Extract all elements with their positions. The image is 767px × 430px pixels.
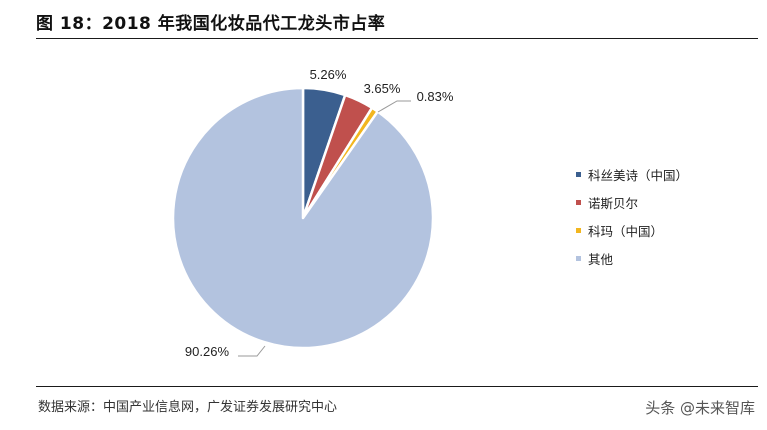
data-label: 3.65% xyxy=(364,81,401,96)
title-divider xyxy=(36,38,758,39)
legend-swatch xyxy=(576,228,581,233)
data-label: 90.26% xyxy=(185,344,230,359)
legend-swatch xyxy=(576,172,581,177)
leader-lines xyxy=(238,100,411,357)
chart-title: 图 18：2018 年我国化妆品代工龙头市占率 xyxy=(36,14,386,34)
legend-swatch xyxy=(576,256,581,261)
source-divider xyxy=(36,386,758,387)
watermark: 头条 @未来智库 xyxy=(645,399,755,417)
legend-swatch xyxy=(576,200,581,205)
legend-label: 诺斯贝尔 xyxy=(588,196,638,211)
legend-label: 科丝美诗（中国） xyxy=(588,168,688,183)
pie-slices xyxy=(171,86,435,350)
legend-label: 其他 xyxy=(588,252,614,267)
pie-slice xyxy=(171,86,435,350)
source-note: 数据来源：中国产业信息网，广发证券发展研究中心 xyxy=(38,400,338,415)
leader-line xyxy=(377,100,411,113)
data-labels: 5.26% 3.65% 0.83% 90.26% xyxy=(185,67,454,359)
legend-label: 科玛（中国） xyxy=(588,224,663,239)
data-label: 5.26% xyxy=(310,67,347,82)
data-label: 0.83% xyxy=(417,89,454,104)
leader-line xyxy=(238,345,266,357)
